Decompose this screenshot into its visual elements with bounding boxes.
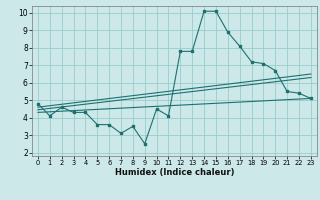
X-axis label: Humidex (Indice chaleur): Humidex (Indice chaleur): [115, 168, 234, 177]
